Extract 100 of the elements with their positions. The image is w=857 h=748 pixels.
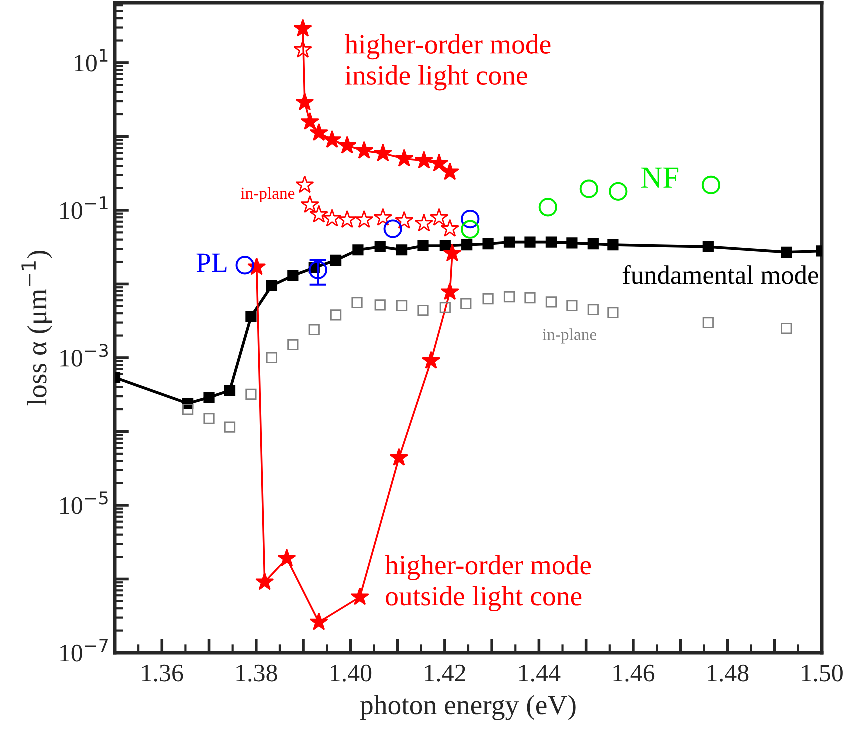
point	[460, 298, 472, 310]
point	[308, 260, 328, 280]
point	[310, 205, 328, 223]
point	[323, 130, 342, 148]
point	[609, 182, 628, 201]
x-axis-title: photon energy (eV)	[360, 695, 576, 720]
point	[300, 112, 320, 130]
point	[266, 280, 278, 292]
point	[352, 297, 363, 308]
point	[781, 323, 792, 334]
point	[224, 385, 236, 396]
point	[256, 572, 274, 590]
point	[482, 238, 494, 250]
point	[296, 92, 314, 111]
point	[608, 239, 619, 251]
point	[461, 210, 480, 229]
point	[266, 352, 278, 364]
point	[588, 304, 599, 316]
point	[310, 612, 328, 630]
x-tick-label: 1.38	[236, 664, 278, 682]
point	[278, 548, 296, 567]
point	[330, 310, 342, 321]
y-tick-label: 10$^{−7}$	[60, 639, 108, 662]
point	[294, 40, 312, 58]
point	[355, 210, 374, 228]
series-label: in-plane	[240, 187, 295, 202]
text: 1.40	[330, 664, 372, 682]
point	[182, 404, 194, 416]
point	[330, 254, 342, 266]
point	[430, 154, 449, 172]
point	[390, 448, 408, 466]
point	[374, 241, 386, 253]
point	[414, 151, 434, 169]
series-label: higher-order mode outside light cone	[385, 555, 592, 612]
point	[310, 123, 328, 142]
point	[384, 220, 402, 238]
point	[338, 136, 357, 154]
point	[566, 238, 578, 249]
point	[422, 351, 441, 369]
point	[374, 300, 386, 311]
point	[294, 19, 312, 37]
point	[246, 388, 257, 400]
point	[546, 296, 558, 308]
point	[396, 244, 408, 256]
point	[504, 291, 516, 303]
y-axis-title: loss α (μm$^{−1}$)	[22, 251, 52, 406]
point	[395, 211, 414, 229]
point	[352, 244, 364, 256]
point	[524, 292, 536, 304]
point	[440, 162, 460, 180]
point	[204, 392, 215, 404]
x-tick-label: 1.48	[708, 664, 749, 682]
series-label: in-plane	[542, 328, 597, 344]
x-tick-label: 1.46	[614, 664, 655, 682]
point	[374, 208, 392, 226]
series-label: fundamental mode	[622, 265, 818, 284]
point	[246, 311, 257, 323]
point	[296, 175, 314, 194]
point	[374, 144, 392, 162]
point	[461, 220, 480, 239]
text: 1.50	[802, 664, 843, 682]
point	[608, 307, 619, 318]
point	[462, 239, 473, 251]
point	[308, 324, 320, 336]
point	[588, 238, 599, 250]
point	[538, 198, 558, 217]
series-label: NF	[641, 168, 679, 188]
x-tick-label: 1.42	[425, 664, 466, 682]
point	[702, 176, 721, 195]
point	[338, 210, 357, 228]
point	[414, 214, 434, 232]
point	[546, 236, 558, 248]
point	[418, 304, 429, 316]
y-tick-label: 10$^{1}$	[75, 49, 108, 72]
point	[524, 236, 536, 248]
point	[396, 300, 408, 312]
point	[440, 219, 460, 238]
point	[224, 422, 236, 433]
point	[204, 413, 215, 424]
point	[580, 180, 598, 198]
point	[288, 339, 299, 351]
point	[504, 236, 516, 248]
point	[440, 282, 460, 300]
point	[288, 270, 299, 282]
point	[323, 209, 342, 227]
point	[236, 256, 254, 275]
series-label: PL	[196, 254, 227, 272]
y-tick-label: 10$^{−3}$	[60, 344, 108, 367]
point	[355, 141, 374, 160]
point	[702, 241, 714, 253]
y-tick-label: 10$^{−1}$	[60, 196, 108, 220]
point	[395, 149, 414, 167]
point	[443, 244, 462, 262]
y-tick-label: 10$^{−5}$	[60, 492, 108, 514]
point	[418, 240, 429, 252]
point	[300, 195, 320, 214]
x-tick-label: 1.36	[142, 664, 184, 682]
point	[430, 208, 449, 226]
point	[566, 300, 578, 312]
point	[350, 588, 370, 606]
